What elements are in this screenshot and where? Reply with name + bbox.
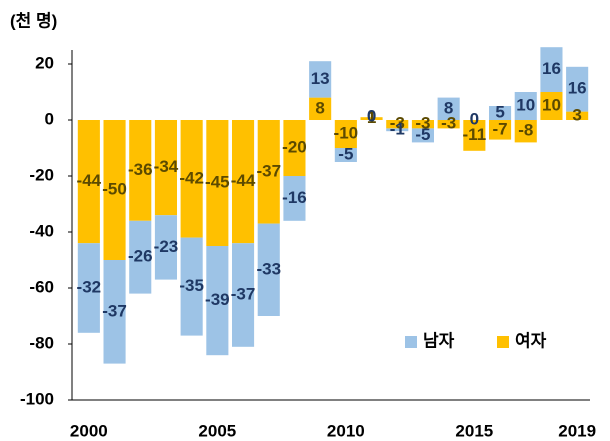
bar-segment: [514, 92, 537, 120]
bar-segment: [206, 246, 229, 356]
bar-segment: [154, 120, 178, 216]
value-label: 1: [367, 108, 376, 127]
value-label: -37: [256, 161, 281, 180]
value-label: -3: [441, 114, 456, 133]
value-label: 8: [444, 98, 453, 117]
bar-segment: [257, 120, 280, 224]
value-label: -44: [231, 171, 256, 190]
bar-segment: [437, 97, 460, 120]
value-label: -35: [179, 276, 204, 295]
bar-segment: [206, 120, 229, 246]
bar-segment: [488, 120, 512, 140]
bar-segment: [334, 148, 357, 162]
value-label: 0: [470, 109, 479, 128]
value-label: -33: [256, 259, 281, 278]
bar-segment: [566, 111, 589, 120]
x-tick-label: 2005: [198, 421, 236, 440]
bar-segment: [231, 120, 255, 244]
value-label: 16: [568, 79, 587, 98]
x-tick-label: 2000: [70, 421, 108, 440]
value-label: 0: [367, 107, 376, 126]
bar-segment: [103, 120, 126, 260]
y-tick-label: -80: [29, 333, 54, 352]
value-label: -5: [338, 144, 353, 163]
legend-swatch: [497, 336, 509, 348]
bar-segment: [334, 120, 357, 148]
bar-segment: [129, 120, 152, 221]
bar-segment: [231, 243, 255, 347]
bar-segment: [488, 106, 512, 120]
legend-label: 남자: [423, 331, 455, 350]
y-tick-label: 20: [35, 53, 54, 72]
value-label: -1: [390, 119, 405, 138]
value-label: -11: [463, 125, 487, 144]
y-tick-label: -100: [20, 389, 54, 408]
value-label: -3: [390, 114, 405, 133]
value-label: -3: [415, 114, 430, 133]
value-label: -32: [77, 277, 102, 296]
bar-segment: [566, 66, 589, 112]
value-label: -23: [154, 237, 179, 256]
value-label: 3: [572, 105, 581, 124]
bar-segment: [386, 128, 409, 132]
bar-segment: [103, 260, 126, 364]
bar-segment: [283, 176, 306, 221]
bar-segment: [77, 120, 100, 244]
bar-segment: [411, 120, 435, 129]
value-label: -5: [415, 125, 430, 144]
bar-segment: [411, 128, 435, 143]
bar-segment: [283, 120, 306, 176]
value-label: -42: [179, 168, 204, 187]
bar-segment: [257, 223, 280, 316]
value-label: 10: [516, 95, 535, 114]
bar-segment: [129, 220, 152, 294]
value-label: -16: [282, 188, 307, 207]
value-label: 10: [542, 95, 561, 114]
bar-segment: [540, 92, 563, 120]
bar-segment: [180, 120, 203, 238]
bar-segment: [154, 215, 178, 280]
value-label: -8: [518, 121, 533, 140]
x-tick-label: 2015: [455, 421, 493, 440]
bar-segment: [360, 117, 383, 120]
value-label: -39: [205, 290, 230, 309]
bar-segment: [309, 61, 332, 98]
value-label: -20: [282, 137, 307, 156]
bar-segment: [463, 120, 486, 151]
bar-segment: [309, 97, 332, 120]
value-label: -45: [205, 172, 230, 191]
unit-label: (천 명): [10, 11, 57, 30]
bar-segment: [540, 47, 563, 92]
y-tick-label: 0: [45, 109, 54, 128]
value-label: -36: [128, 160, 153, 179]
value-label: -37: [102, 301, 127, 320]
y-tick-label: -60: [29, 277, 54, 296]
y-tick-label: -40: [29, 221, 54, 240]
x-tick-label: 2019: [558, 421, 596, 440]
bar-segment: [386, 120, 409, 129]
bar-segment: [180, 237, 203, 336]
value-label: 16: [542, 59, 561, 78]
value-label: -10: [334, 123, 359, 142]
value-label: -26: [128, 247, 153, 266]
legend-label: 여자: [515, 331, 547, 350]
bar-segment: [514, 120, 537, 143]
value-label: 5: [495, 102, 504, 121]
value-label: -34: [154, 157, 179, 176]
value-label: -50: [102, 179, 127, 198]
value-label: -44: [77, 171, 102, 190]
value-label: -7: [492, 119, 507, 138]
legend-swatch: [405, 336, 417, 348]
x-tick-label: 2010: [327, 421, 365, 440]
value-label: 8: [315, 98, 324, 117]
value-label: -37: [231, 284, 256, 303]
bar-segment: [437, 120, 460, 129]
y-tick-label: -20: [29, 165, 54, 184]
bar-segment: [77, 243, 100, 333]
value-label: 13: [311, 69, 330, 88]
